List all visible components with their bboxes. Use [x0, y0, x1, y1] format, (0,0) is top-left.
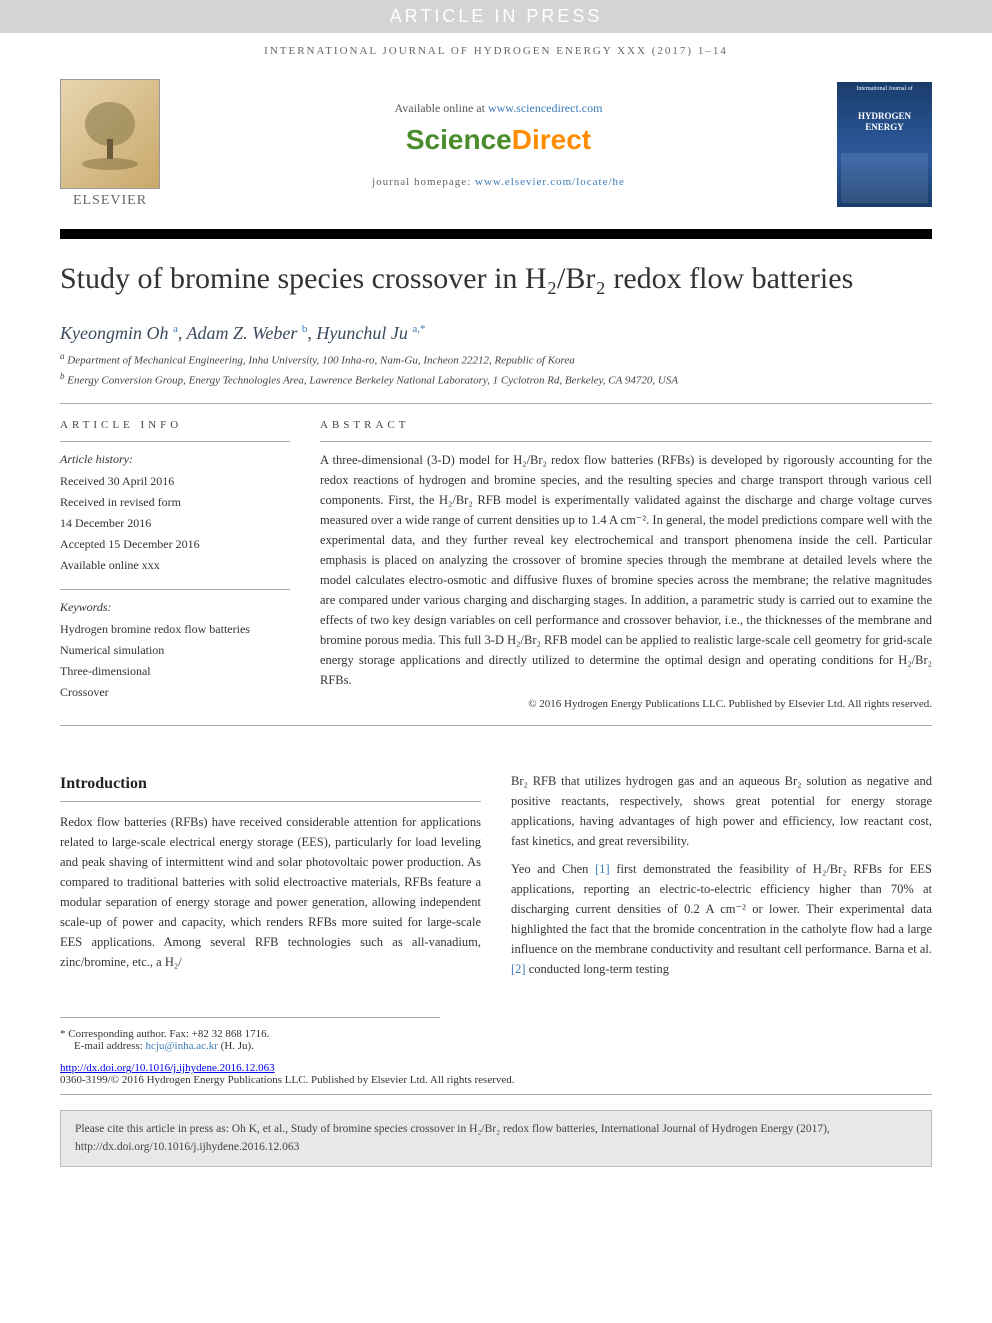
info-abstract-row: ARTICLE INFO Article history: Received 3…	[0, 419, 992, 710]
article-title: Study of bromine species crossover in H₂…	[60, 259, 932, 298]
authors-line: Kyeongmin Oh a, Adam Z. Weber b, Hyunchu…	[0, 308, 992, 349]
elsevier-tree-logo	[60, 79, 160, 189]
sciencedirect-block: Available online at www.sciencedirect.co…	[160, 101, 837, 188]
divider	[60, 725, 932, 726]
elsevier-block: ELSEVIER	[60, 79, 160, 209]
abstract-heading: ABSTRACT	[320, 419, 932, 431]
intro-para-3: Yeo and Chen [1] first demonstrated the …	[511, 859, 932, 979]
ref-link-2[interactable]: [2]	[511, 962, 526, 976]
keywords-block: Keywords: Hydrogen bromine redox flow ba…	[60, 598, 290, 702]
article-info-column: ARTICLE INFO Article history: Received 3…	[60, 419, 290, 710]
available-online-text: Available online at www.sciencedirect.co…	[160, 101, 837, 116]
email-link[interactable]: hcju@inha.ac.kr	[145, 1040, 217, 1052]
intro-para-2: Br₂ RFB that utilizes hydrogen gas and a…	[511, 771, 932, 851]
body-column-right: Br₂ RFB that utilizes hydrogen gas and a…	[511, 771, 932, 987]
body-column-left: Introduction Redox flow batteries (RFBs)…	[60, 771, 481, 987]
body-two-column: Introduction Redox flow batteries (RFBs)…	[0, 741, 992, 997]
elsevier-name: ELSEVIER	[60, 193, 160, 209]
article-history: Article history: Received 30 April 2016 …	[60, 450, 290, 575]
abstract-text: A three-dimensional (3-D) model for H₂/B…	[320, 450, 932, 690]
divider	[60, 1094, 932, 1095]
article-info-heading: ARTICLE INFO	[60, 419, 290, 431]
issn-copyright: 0360-3199/© 2016 Hydrogen Energy Publica…	[60, 1074, 932, 1086]
sciencedirect-link[interactable]: www.sciencedirect.com	[488, 101, 603, 115]
title-divider-bar	[60, 229, 932, 239]
title-section: Study of bromine species crossover in H₂…	[0, 239, 992, 308]
publisher-header: ELSEVIER Available online at www.science…	[0, 69, 992, 229]
journal-citation-line: INTERNATIONAL JOURNAL OF HYDROGEN ENERGY…	[0, 33, 992, 69]
citation-box: Please cite this article in press as: Oh…	[60, 1110, 932, 1167]
footnote-section: * Corresponding author. Fax: +82 32 868 …	[60, 1017, 440, 1062]
affiliation-b: b Energy Conversion Group, Energy Techno…	[0, 369, 992, 389]
journal-homepage-text: journal homepage: www.elsevier.com/locat…	[160, 176, 837, 188]
journal-homepage-link[interactable]: www.elsevier.com/locate/he	[475, 176, 625, 188]
corresponding-author: * Corresponding author. Fax: +82 32 868 …	[60, 1028, 440, 1040]
ref-link-1[interactable]: [1]	[595, 862, 610, 876]
author-1: Kyeongmin Oh a	[60, 323, 178, 343]
doi-link[interactable]: http://dx.doi.org/10.1016/j.ijhydene.201…	[60, 1062, 275, 1074]
author-2: Adam Z. Weber b	[187, 323, 308, 343]
email-line: E-mail address: hcju@inha.ac.kr (H. Ju).	[60, 1040, 440, 1052]
abstract-copyright: © 2016 Hydrogen Energy Publications LLC.…	[320, 698, 932, 710]
abstract-column: ABSTRACT A three-dimensional (3-D) model…	[320, 419, 932, 710]
sciencedirect-logo: ScienceDirect	[160, 124, 837, 156]
article-in-press-banner: ARTICLE IN PRESS	[0, 0, 992, 33]
introduction-heading: Introduction	[60, 771, 481, 797]
intro-para-1: Redox flow batteries (RFBs) have receive…	[60, 812, 481, 972]
affiliation-a: a Department of Mechanical Engineering, …	[0, 349, 992, 369]
journal-cover-thumbnail: International Journal of HYDROGEN ENERGY	[837, 82, 932, 207]
divider	[60, 403, 932, 404]
author-3: Hyunchul Ju a,*	[316, 323, 425, 343]
